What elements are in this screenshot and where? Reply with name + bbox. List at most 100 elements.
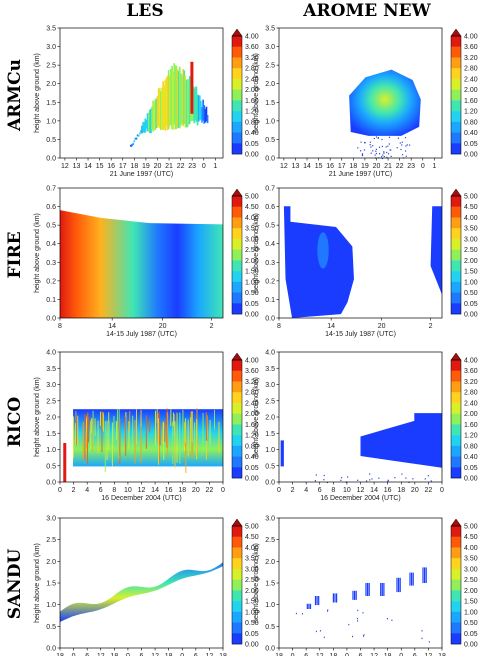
x-tick-label: 14 [370, 487, 378, 494]
x-axis-label: 14-15 July 1987 (UTC) [325, 331, 396, 338]
colorbar-segment [232, 413, 242, 425]
x-tick-label: 18 [349, 163, 357, 170]
x-tick-label: 14 [303, 163, 311, 170]
x-tick-label: 12 [206, 653, 214, 656]
colorbar-tick-label: 0.05 [245, 301, 259, 308]
y-tick-label: 3.5 [265, 366, 275, 373]
plot-frame [59, 187, 224, 319]
x-tick-label: 2 [291, 487, 295, 494]
heat-strip [170, 69, 172, 125]
colorbar-segment [451, 381, 461, 393]
colorbar-segment [451, 536, 461, 548]
colorbar-segment [451, 526, 461, 537]
heat-spike [116, 408, 118, 445]
x-tick-label: 20 [411, 487, 419, 494]
colorbar-extend-arrow [450, 518, 462, 527]
x-tick-label: 8 [277, 323, 281, 330]
y-tick-label: 0.0 [46, 316, 56, 323]
colorbar-tick-label: 0.00 [464, 476, 478, 483]
precip-dot [404, 137, 407, 139]
heat-strip [151, 106, 153, 130]
heat-strip [145, 120, 148, 129]
precip-dot [315, 474, 317, 476]
y-tick-label: 0.5 [46, 223, 56, 230]
precip-dot [406, 144, 408, 146]
precip-dot [405, 150, 407, 152]
colorbar-segment [232, 111, 242, 123]
heat-spike [94, 418, 96, 436]
panel-fire-arome: 0.0 0.1 0.2 0.3 0.4 0.5 0.6 0.7 height above gro… [253, 186, 478, 339]
colorbar-tick-label: 3.50 [245, 226, 259, 233]
heat-cloud-cell [380, 583, 382, 596]
colorbar-frame [450, 195, 462, 315]
heat-strip [174, 65, 177, 130]
heat-spike [108, 420, 110, 440]
x-axis-label: 16 December 2004 (UTC) [101, 495, 182, 502]
x-axis-label: 16 December 2004 (UTC) [320, 495, 401, 502]
colorbar-tick-label: 0.80 [245, 443, 259, 450]
y-tick-label: 0.2 [265, 278, 275, 285]
heat-spike [158, 418, 159, 465]
heat-spike [132, 415, 134, 454]
precip-dot [363, 149, 366, 151]
precip-dot [390, 155, 392, 157]
colorbar-tick-label: 0.00 [464, 642, 478, 649]
heat-cloud-cell [352, 590, 354, 600]
y-tick-label: 0.2 [46, 278, 56, 285]
x-tick-label: 0 [291, 653, 295, 656]
colorbar-segment [451, 467, 461, 479]
colorbar-segment [232, 143, 242, 155]
heat-spike [206, 412, 207, 441]
colorbar-segment [451, 196, 461, 207]
x-tick-label: 0 [202, 163, 206, 170]
x-tick-label: 23 [407, 163, 415, 170]
colorbar-segment [232, 292, 242, 304]
y-tick-label: 0.0 [46, 156, 56, 163]
precip-dot [340, 479, 342, 481]
precip-dot [357, 479, 359, 481]
x-tick-label: 6 [318, 487, 322, 494]
y-tick-label: 0.5 [46, 463, 56, 470]
precip-dot [408, 481, 410, 483]
heat-strip [181, 75, 183, 124]
colorbar-segment [451, 260, 461, 272]
x-tick-label: 20 [159, 323, 167, 330]
heat-strip [202, 99, 204, 121]
precip-dot [378, 477, 380, 479]
heat-spike [140, 415, 142, 464]
heat-spike [167, 412, 169, 456]
colorbar-tick-label: 0.80 [464, 119, 478, 126]
precip-dot [369, 144, 371, 146]
colorbar-tick-label: 4.00 [464, 358, 478, 365]
y-tick-label: 1.5 [46, 431, 56, 438]
heat-cloud-cell [367, 583, 369, 596]
colorbar-tick-label: 0.00 [245, 476, 259, 483]
heat-spike [218, 421, 220, 453]
colorbar-segment [451, 68, 461, 80]
colorbar-tick-label: 2.80 [245, 390, 259, 397]
y-axis-label: height above ground (km) [34, 377, 41, 457]
colorbar-segment [232, 360, 242, 371]
heat-spike [87, 413, 88, 465]
colorbar-frame [450, 525, 462, 645]
y-tick-label: 0.0 [265, 316, 275, 323]
colorbar-segment [232, 601, 242, 613]
colorbar-segment [232, 57, 242, 69]
x-tick-label: 2 [429, 323, 433, 330]
x-tick-label: 18 [397, 487, 405, 494]
y-tick-label: 3.0 [46, 382, 56, 389]
heat-spike [176, 412, 178, 463]
heat-spike [119, 418, 121, 464]
y-tick-label: 0.5 [46, 137, 56, 144]
colorbar-segment [451, 547, 461, 559]
heat-spike [111, 422, 113, 467]
precip-dot [327, 609, 329, 611]
colorbar-segment [451, 601, 461, 613]
colorbar-tick-label: 3.00 [464, 566, 478, 573]
heat-strip [175, 65, 178, 130]
colorbar-tick-label: 2.80 [245, 66, 259, 73]
colorbar-segment [451, 36, 461, 47]
x-tick-label: 10 [343, 487, 351, 494]
y-tick-label: 0.6 [265, 204, 275, 211]
precip-dot [361, 154, 364, 157]
